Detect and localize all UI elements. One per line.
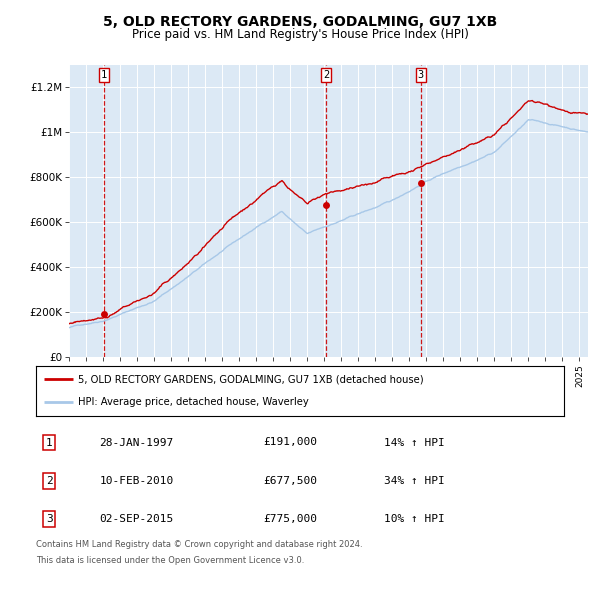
- Text: 10-FEB-2010: 10-FEB-2010: [100, 476, 173, 486]
- Text: 3: 3: [46, 514, 53, 524]
- Text: 34% ↑ HPI: 34% ↑ HPI: [385, 476, 445, 486]
- Text: Contains HM Land Registry data © Crown copyright and database right 2024.: Contains HM Land Registry data © Crown c…: [36, 540, 362, 549]
- Text: 14% ↑ HPI: 14% ↑ HPI: [385, 438, 445, 447]
- Text: £191,000: £191,000: [263, 438, 317, 447]
- Text: £775,000: £775,000: [263, 514, 317, 524]
- Text: This data is licensed under the Open Government Licence v3.0.: This data is licensed under the Open Gov…: [36, 556, 304, 565]
- Text: 3: 3: [418, 70, 424, 80]
- Text: 1: 1: [46, 438, 53, 447]
- Text: 5, OLD RECTORY GARDENS, GODALMING, GU7 1XB (detached house): 5, OLD RECTORY GARDENS, GODALMING, GU7 1…: [78, 374, 424, 384]
- Text: 5, OLD RECTORY GARDENS, GODALMING, GU7 1XB: 5, OLD RECTORY GARDENS, GODALMING, GU7 1…: [103, 15, 497, 29]
- Text: HPI: Average price, detached house, Waverley: HPI: Average price, detached house, Wave…: [78, 398, 309, 408]
- Text: 10% ↑ HPI: 10% ↑ HPI: [385, 514, 445, 524]
- Text: £677,500: £677,500: [263, 476, 317, 486]
- Text: 1: 1: [101, 70, 107, 80]
- Text: 2: 2: [323, 70, 329, 80]
- Text: 28-JAN-1997: 28-JAN-1997: [100, 438, 173, 447]
- Text: 02-SEP-2015: 02-SEP-2015: [100, 514, 173, 524]
- Text: Price paid vs. HM Land Registry's House Price Index (HPI): Price paid vs. HM Land Registry's House …: [131, 28, 469, 41]
- Text: 2: 2: [46, 476, 53, 486]
